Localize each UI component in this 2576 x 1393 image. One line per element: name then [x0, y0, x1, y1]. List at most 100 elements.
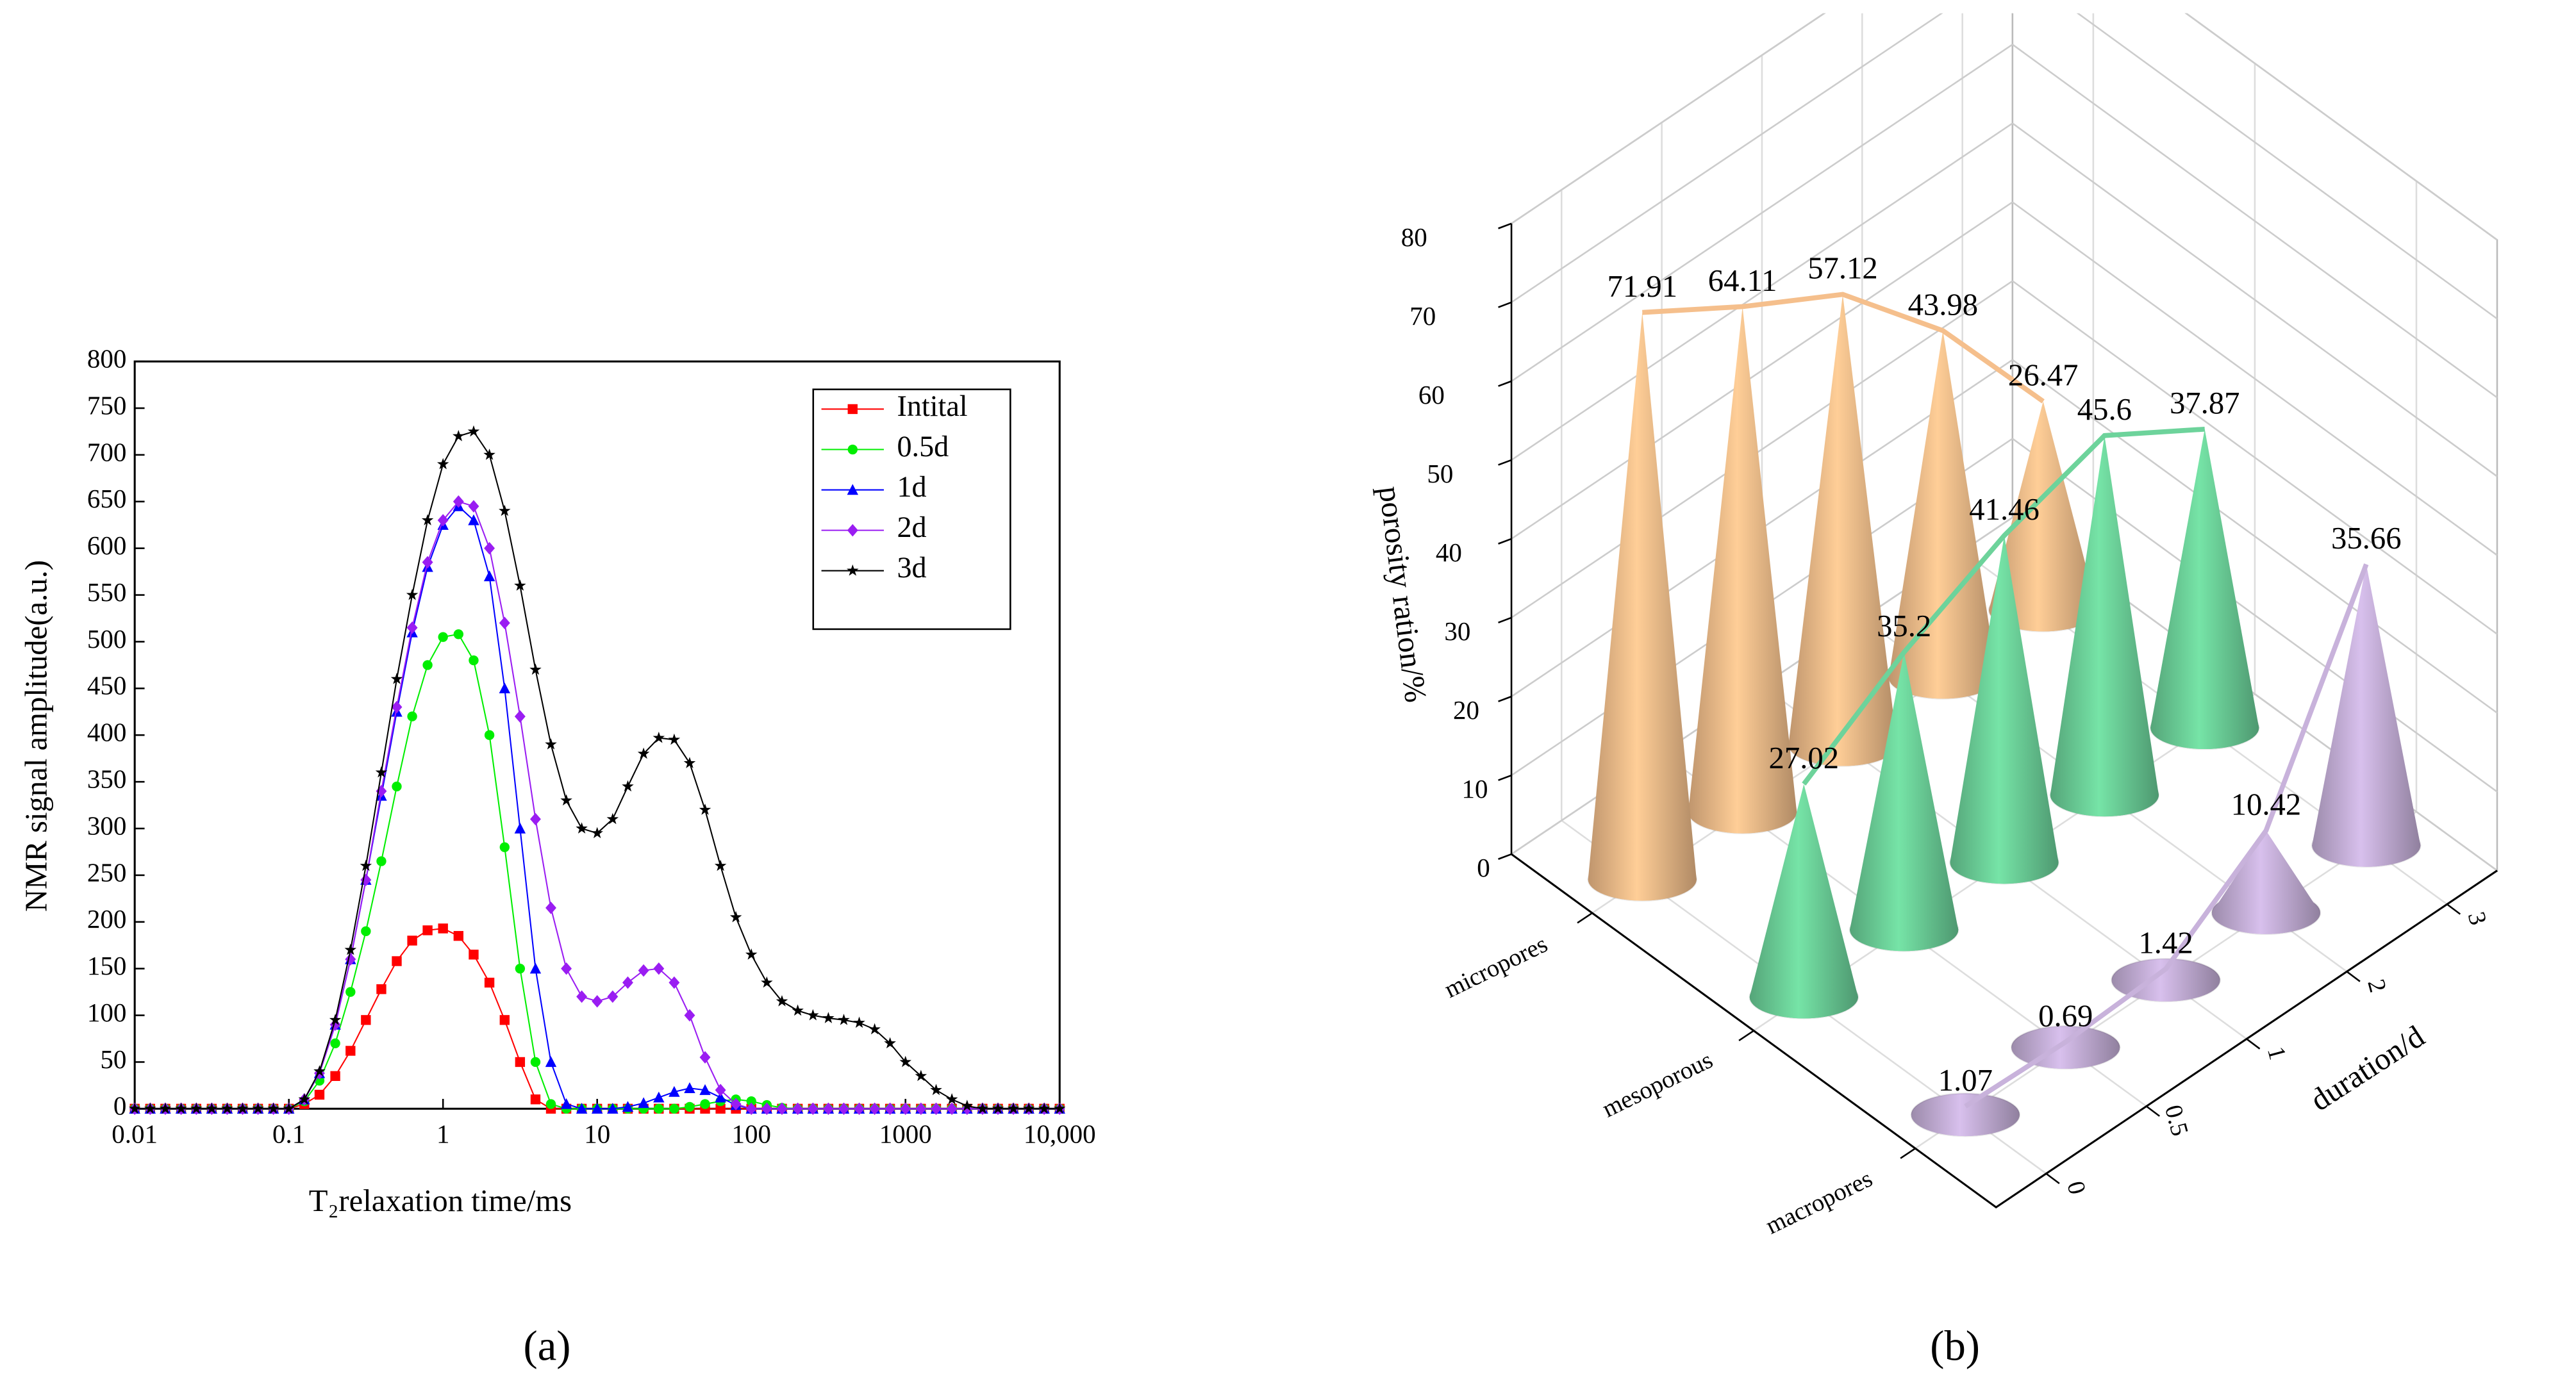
marker	[283, 1102, 295, 1114]
marker	[361, 926, 371, 937]
marker	[854, 1102, 865, 1116]
z-tick-label: 40	[1436, 538, 1462, 567]
marker	[945, 1093, 958, 1105]
value-label: 45.6	[2077, 392, 2132, 427]
marker	[515, 963, 526, 974]
z-tick	[1498, 380, 1512, 387]
marker	[436, 457, 449, 470]
legend-label: 3d	[897, 551, 926, 584]
z-tick	[1498, 616, 1512, 623]
marker	[992, 1102, 1004, 1114]
value-label: 35.66	[2331, 521, 2402, 556]
z-tick	[1498, 301, 1512, 308]
marker	[730, 1098, 742, 1110]
cone	[1911, 1106, 2020, 1137]
value-label: 43.98	[1908, 287, 1979, 322]
marker	[392, 956, 402, 966]
legend-label: 0.5d	[897, 430, 949, 463]
marker	[561, 962, 572, 975]
marker	[484, 730, 495, 740]
marker	[267, 1102, 279, 1114]
marker	[1007, 1102, 1020, 1114]
marker	[483, 449, 495, 460]
grid-line	[1511, 280, 2013, 619]
marker	[468, 500, 479, 513]
y-tick-label: 400	[87, 718, 127, 747]
marker	[545, 1099, 556, 1109]
marker	[530, 1094, 541, 1105]
x-tick-label: 100	[731, 1119, 771, 1148]
grid-line	[2012, 201, 2498, 556]
marker	[653, 1091, 665, 1103]
value-label: 27.02	[1769, 741, 1840, 775]
z-tick-label: 20	[1453, 695, 1479, 725]
marker	[159, 1102, 172, 1114]
marker	[607, 1103, 619, 1114]
marker	[853, 1016, 865, 1028]
marker	[422, 925, 433, 936]
marker	[344, 943, 357, 955]
marker	[669, 1085, 680, 1097]
marker	[515, 1057, 526, 1067]
marker	[484, 977, 495, 988]
marker	[453, 629, 464, 639]
grid-line	[2184, 13, 2498, 241]
legend-marker	[847, 564, 859, 576]
value-label: 41.46	[1969, 492, 2040, 527]
marker	[652, 731, 665, 743]
marker	[560, 794, 572, 806]
grid-line	[1511, 201, 2013, 540]
duration-tick	[2045, 1173, 2060, 1184]
cone	[2050, 435, 2159, 817]
value-label: 1.07	[1938, 1063, 1993, 1098]
grid-line	[1511, 44, 2013, 382]
marker	[946, 1102, 958, 1116]
z-tick	[1498, 459, 1512, 466]
marker	[467, 425, 480, 437]
x-tick-label: 0.01	[112, 1119, 158, 1148]
marker	[391, 700, 403, 714]
cone	[1850, 652, 1959, 952]
marker	[330, 1071, 340, 1082]
grid-line	[1511, 13, 1943, 303]
marker	[361, 1015, 371, 1025]
marker	[390, 673, 403, 684]
cone	[1950, 535, 2059, 884]
z-tick-label: 80	[1401, 222, 1427, 252]
value-label: 1.42	[2138, 925, 2193, 960]
duration-tick	[2246, 1038, 2261, 1050]
y-tick-label: 200	[87, 904, 127, 934]
legend-marker	[847, 444, 858, 455]
marker	[545, 738, 557, 750]
marker	[654, 1103, 664, 1114]
cone	[2211, 830, 2321, 934]
marker	[669, 1103, 679, 1114]
marker	[746, 1096, 756, 1107]
duration-label: 0.5	[2159, 1102, 2193, 1139]
marker	[483, 570, 495, 582]
cone	[1588, 312, 1697, 901]
marker	[699, 1084, 711, 1095]
cone	[1788, 294, 1897, 766]
marker	[469, 950, 479, 960]
value-label: 26.47	[2008, 358, 2079, 393]
marker	[976, 1102, 989, 1114]
value-label: 10.42	[2231, 787, 2302, 822]
marker	[715, 1103, 726, 1114]
grid-line	[2012, 122, 2498, 477]
marker	[421, 514, 434, 525]
x-tick-label: 10	[584, 1119, 610, 1148]
y-tick-label: 450	[87, 671, 127, 700]
cone	[1688, 306, 1797, 834]
marker	[606, 812, 619, 825]
category-label: micropores	[1440, 930, 1552, 1003]
marker	[514, 822, 526, 834]
marker	[453, 430, 465, 441]
marker	[469, 655, 479, 666]
z-tick	[1498, 853, 1512, 860]
marker	[298, 1093, 311, 1105]
marker	[360, 859, 372, 871]
marker	[807, 1009, 819, 1021]
grid-line	[2076, 13, 2498, 320]
